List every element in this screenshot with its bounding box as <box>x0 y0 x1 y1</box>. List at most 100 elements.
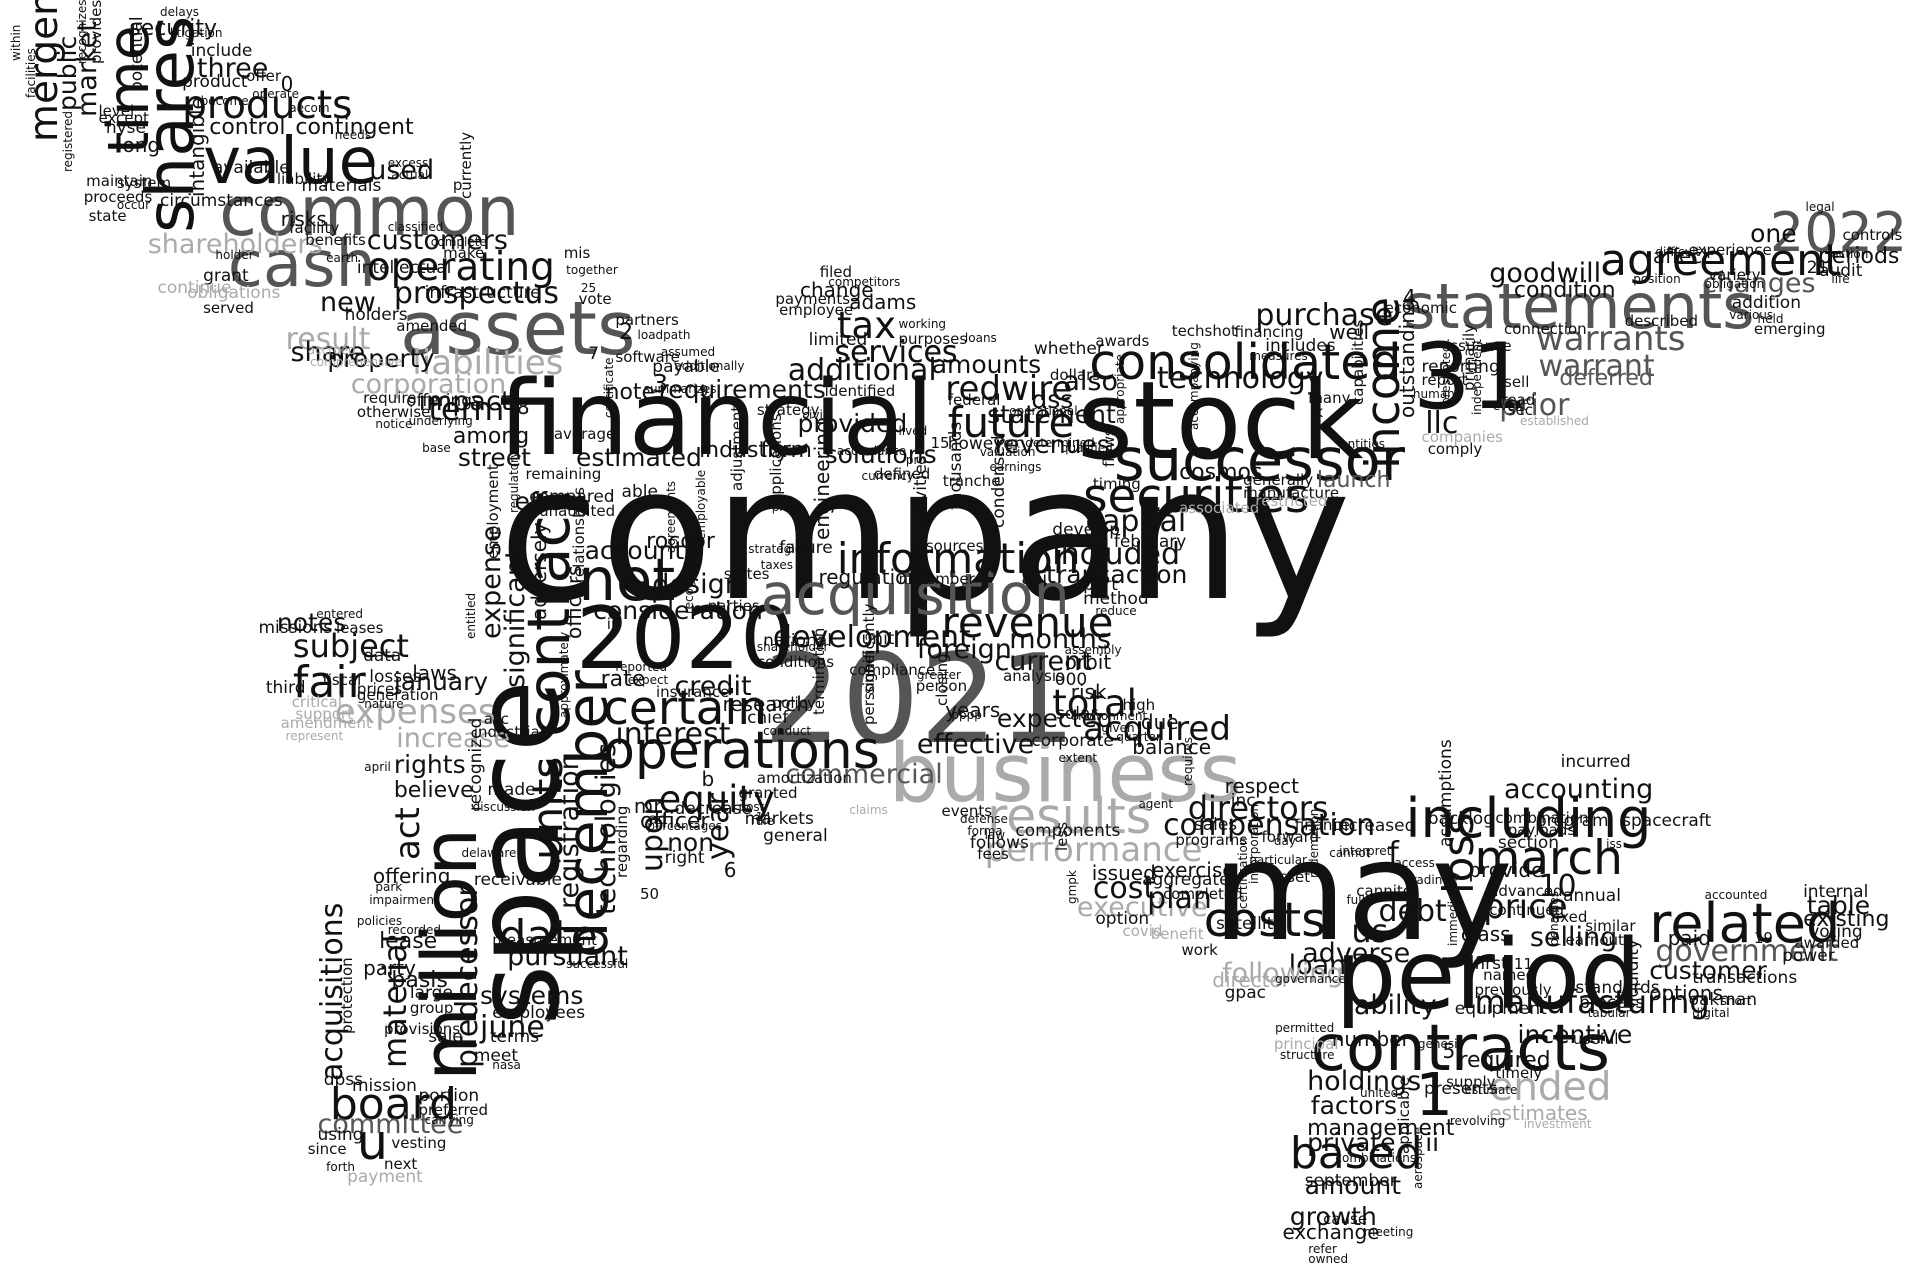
cloud-word: officers <box>561 565 586 639</box>
cloud-word: continue <box>157 278 232 299</box>
cloud-word: sell <box>1504 372 1530 391</box>
cloud-word: includes <box>1265 335 1336 356</box>
cloud-word: named <box>1483 965 1536 984</box>
cloud-word: certificate <box>602 357 617 418</box>
cloud-word: third <box>265 678 306 699</box>
cloud-word: incurred <box>1560 752 1631 773</box>
cloud-word: remaining <box>525 464 602 483</box>
cloud-word: established <box>1520 414 1589 429</box>
cloud-word: failure <box>779 538 833 559</box>
cloud-word: reduce <box>1095 604 1137 619</box>
cloud-word: read <box>1501 391 1536 409</box>
cloud-word: llc <box>1425 405 1459 441</box>
cloud-word: 0 <box>280 71 294 96</box>
cloud-word: rule <box>750 814 775 829</box>
cloud-word: difficult <box>1655 244 1701 259</box>
cloud-word: nature <box>364 696 404 711</box>
cloud-word: restricted <box>1255 491 1328 510</box>
cloud-word: employees <box>492 1002 586 1023</box>
cloud-word: assumptions <box>1435 739 1456 848</box>
cloud-word: march <box>1474 831 1623 887</box>
cloud-word: cost <box>1092 871 1156 907</box>
cloud-word: amounts <box>931 350 1042 380</box>
cloud-word: decrease <box>674 798 752 819</box>
cloud-word: orbit <box>1064 650 1112 675</box>
cloud-word: 2021 <box>763 628 1077 772</box>
cloud-word: interest <box>615 716 731 752</box>
cloud-word: acquired <box>1083 709 1231 750</box>
cloud-word: private <box>1307 1127 1396 1157</box>
cloud-word: timing <box>1092 474 1141 493</box>
cloud-word: expected <box>996 704 1113 734</box>
cloud-word: gmpk <box>1064 870 1079 904</box>
cloud-word: preferred <box>418 1100 489 1119</box>
cloud-word: future <box>947 397 1075 447</box>
cloud-word: law <box>984 828 1006 842</box>
cloud-word: balance <box>1132 734 1212 759</box>
cloud-word: common <box>219 172 520 253</box>
cloud-word: process <box>1579 992 1645 1013</box>
cloud-word: periods <box>1817 243 1900 269</box>
cloud-word: number <box>1331 1027 1410 1052</box>
cloud-word: financial <box>498 359 934 480</box>
cloud-word: entered <box>316 606 364 621</box>
cloud-word: systems <box>480 980 584 1010</box>
cloud-word: successor <box>1113 424 1405 494</box>
cloud-word: controls <box>1842 226 1903 245</box>
cloud-word: holder <box>215 248 254 263</box>
cloud-word: officer <box>640 808 710 834</box>
cloud-word: meet <box>473 1045 518 1066</box>
cloud-word: table <box>1806 890 1871 920</box>
cloud-word: voting <box>1809 921 1863 942</box>
cloud-word: associated <box>1179 499 1260 518</box>
cloud-word: cosmos <box>1179 459 1263 485</box>
cloud-word: pppp <box>951 707 982 722</box>
cloud-word: software <box>615 348 680 367</box>
cloud-word: fiscal <box>322 671 362 690</box>
cloud-word: develop <box>1052 519 1120 540</box>
cloud-word: holders <box>344 305 408 326</box>
cloud-word: 000 <box>1054 669 1088 690</box>
cloud-word: 2022 <box>1769 201 1908 265</box>
cloud-word: warrants <box>1536 318 1686 359</box>
cloud-word: determined <box>1025 436 1095 451</box>
cloud-word: payments <box>775 290 851 309</box>
cloud-word: loadpath <box>637 328 691 343</box>
cloud-word: january <box>393 667 489 697</box>
cloud-word: adversely <box>527 522 552 621</box>
cloud-word: 7 <box>588 344 600 365</box>
cloud-word: summarizes <box>643 382 717 397</box>
cloud-word: dpss <box>323 1070 363 1091</box>
cloud-word: property <box>327 344 435 374</box>
cloud-word: holdings <box>1307 1066 1422 1098</box>
cloud-word: selling <box>1529 921 1618 953</box>
cloud-word: compliance <box>849 661 936 680</box>
cloud-word: assets <box>400 286 636 373</box>
cloud-word: states <box>723 565 770 584</box>
cloud-word: value <box>203 125 378 200</box>
cloud-word: 19 <box>1753 928 1773 947</box>
cloud-word: together <box>566 263 618 278</box>
cloud-word: program <box>1536 811 1609 832</box>
cloud-word: 25 <box>580 281 597 296</box>
cloud-word: expect <box>627 673 669 688</box>
cloud-word: within <box>8 25 23 62</box>
cloud-word: provided <box>797 409 908 439</box>
cloud-word: carrying <box>424 1112 474 1127</box>
cloud-word: completed <box>1163 884 1243 903</box>
cloud-word: forward <box>1261 828 1320 847</box>
cloud-word: board <box>329 1079 457 1131</box>
cloud-word: generally <box>1243 470 1314 489</box>
cloud-word: credit <box>674 671 752 703</box>
cloud-word: payment <box>347 1167 423 1188</box>
cloud-word: section <box>1497 833 1560 854</box>
cloud-word: research <box>722 691 809 716</box>
cloud-word: companies <box>1421 427 1503 446</box>
cloud-word: policies <box>356 913 403 928</box>
cloud-word: offering <box>372 863 451 888</box>
cloud-word: earnings <box>989 459 1042 474</box>
cloud-word: technology <box>1156 360 1324 396</box>
cloud-word: unaudited <box>539 501 616 520</box>
cloud-word: supply <box>1446 1072 1496 1091</box>
cloud-word: agent <box>1138 797 1174 812</box>
